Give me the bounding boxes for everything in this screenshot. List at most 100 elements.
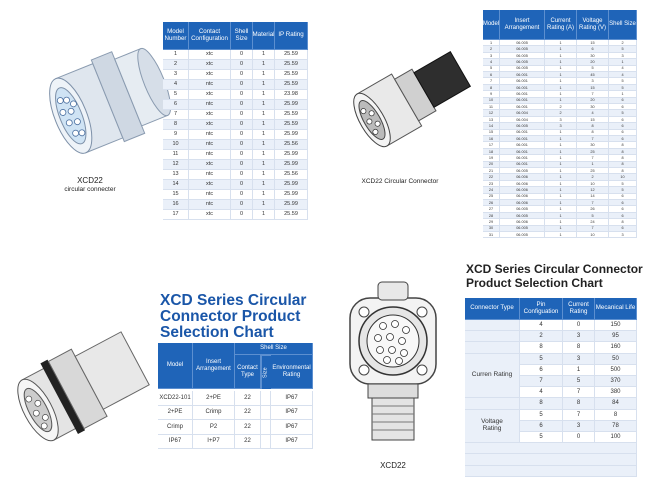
table-header: Shell Size [231, 22, 253, 50]
table-cell: 3 [483, 52, 500, 60]
table-cell: 06.001 [500, 136, 545, 143]
table-cell: 0 [231, 80, 253, 90]
table-cell: 14 [163, 180, 189, 190]
table-cell: 16 [483, 136, 500, 143]
table-cell: 1 [545, 78, 577, 85]
caption: circular connecter [64, 186, 116, 193]
table-cell: 06.001 [500, 161, 545, 168]
table-cell [465, 342, 520, 354]
table-cell: 25.99 [275, 200, 308, 210]
table-cell: 3 [545, 116, 577, 124]
table-cell: 6 [609, 97, 637, 104]
caption: XCD22 [77, 176, 103, 185]
table-cell: 3 [563, 331, 595, 343]
table-cell: xtc [189, 60, 231, 70]
table-cell: 15 [577, 84, 609, 92]
table-cell: P2 [193, 420, 235, 435]
table-cell: IP67 [271, 405, 313, 420]
table-cell: 1 [545, 40, 577, 47]
table-cell: ntc [189, 190, 231, 200]
table-cell: 1 [545, 187, 577, 194]
table-cell: 2 [545, 110, 577, 117]
table-cell: 24 [577, 219, 609, 226]
table-cell: 7 [563, 387, 595, 399]
table-cell: 2 [520, 331, 563, 343]
table-cell: 6 [609, 123, 637, 130]
table-cell: 06.001 [500, 78, 545, 85]
table-cell: 15 [577, 40, 609, 47]
table-cell: 1 [545, 161, 577, 168]
table-header: Current Rating (A) [545, 10, 577, 40]
table-cell: 06.004 [500, 110, 545, 117]
title: Selection Chart [160, 324, 274, 341]
table-cell: 5 [520, 432, 563, 444]
table-cell: 06.006 [500, 200, 545, 207]
table-cell: 5 [563, 376, 595, 388]
table-cell: xtc [189, 180, 231, 190]
table-cell: 1 [545, 212, 577, 220]
table-cell: ntc [189, 100, 231, 110]
table-cell: 17 [163, 210, 189, 220]
table-header: Pin Configuation [520, 298, 563, 320]
table-cell: 06.006 [500, 187, 545, 194]
table-cell [465, 331, 520, 343]
table-cell: 06.001 [500, 104, 545, 111]
table-cell: 22 [483, 174, 500, 181]
table-cell: 29 [483, 219, 500, 226]
table-cell: 160 [595, 342, 637, 354]
table-cell: 5 [609, 78, 637, 85]
table-cell: 1 [253, 180, 275, 190]
table-cell: 06.001 [500, 91, 545, 98]
table-cell: 24 [483, 187, 500, 194]
table-cell: IP67 [271, 420, 313, 435]
table-cell: 0 [231, 50, 253, 60]
table-cell: 4 [163, 80, 189, 90]
table-cell: 370 [595, 376, 637, 388]
table-cell: 1 [545, 225, 577, 232]
table-cell: 500 [595, 364, 637, 376]
table-cell: 4 [609, 65, 637, 72]
table-cell: 5 [483, 65, 500, 72]
table-cell: 1 [545, 142, 577, 149]
table-cell: 3 [163, 70, 189, 80]
table-cell: 6 [520, 364, 563, 376]
table-cell: 2+PE [193, 391, 235, 406]
table-cell: Crimp [158, 420, 193, 435]
table-cell: 23 [483, 180, 500, 188]
table-cell: 25.99 [275, 190, 308, 200]
table-cell: 06.005 [500, 40, 545, 47]
table-cell: 1 [545, 155, 577, 162]
table-cell: XCD22-101 [158, 391, 193, 406]
table-cell [465, 398, 520, 410]
table-cell: 25.99 [275, 100, 308, 110]
table-cell: 7 [520, 376, 563, 388]
table-cell: 06.005 [500, 206, 545, 213]
connector-type: Voltage Rating [465, 409, 520, 444]
table-cell: Crimp [193, 405, 235, 420]
table-cell: 0 [231, 200, 253, 210]
table-cell: 12 [483, 110, 500, 117]
table-cell: 06.001 [500, 142, 545, 149]
table-cell: 95 [595, 331, 637, 343]
table-cell: 14 [483, 123, 500, 130]
table-cell: 06.005 [500, 46, 545, 53]
table-cell: 1 [563, 364, 595, 376]
table-cell: 06.005 [500, 52, 545, 60]
table-cell: 25.99 [275, 180, 308, 190]
table-cell [261, 420, 271, 435]
table-cell: 9 [483, 91, 500, 98]
table-cell: 6 [609, 212, 637, 220]
table-cell: 15 [483, 129, 500, 136]
caption: XCD22 [380, 461, 406, 470]
table-cell: 5 [520, 353, 563, 365]
table-cell: IP67 [271, 434, 313, 449]
table-cell: 0 [231, 70, 253, 80]
table-cell: 150 [595, 320, 637, 332]
table-cell: 5 [609, 110, 637, 117]
table-cell: IP67 [158, 434, 193, 449]
table-cell: 06.001 [500, 155, 545, 162]
table-cell: 12 [577, 187, 609, 194]
table-cell: 0 [563, 432, 595, 444]
table-cell: 30 [483, 225, 500, 232]
table-cell: 06.005 [500, 168, 545, 175]
